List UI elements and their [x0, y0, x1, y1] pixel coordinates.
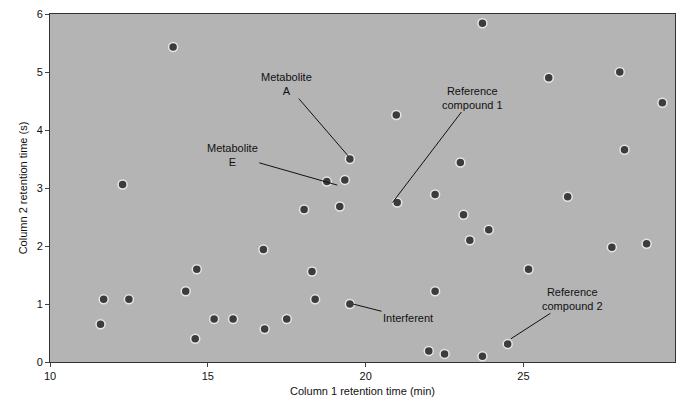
svg-text:20: 20: [360, 370, 372, 382]
svg-text:1: 1: [37, 298, 43, 310]
svg-text:Column 1 retention time (min): Column 1 retention time (min): [290, 385, 435, 397]
svg-text:MetaboliteA: MetaboliteA: [261, 71, 312, 97]
svg-text:Interferent: Interferent: [383, 312, 433, 324]
svg-text:MetaboliteE: MetaboliteE: [207, 142, 258, 168]
svg-text:0: 0: [37, 356, 43, 368]
svg-text:Referencecompound 2: Referencecompound 2: [542, 286, 603, 312]
svg-text:5: 5: [37, 66, 43, 78]
svg-text:Referencecompound 1: Referencecompound 1: [442, 85, 503, 111]
svg-text:10: 10: [44, 370, 56, 382]
svg-text:Column 2 retention time (s): Column 2 retention time (s): [17, 122, 29, 255]
svg-text:25: 25: [517, 370, 529, 382]
svg-text:15: 15: [202, 370, 214, 382]
svg-text:3: 3: [37, 182, 43, 194]
svg-text:4: 4: [37, 124, 43, 136]
svg-text:2: 2: [37, 240, 43, 252]
svg-text:6: 6: [37, 8, 43, 20]
